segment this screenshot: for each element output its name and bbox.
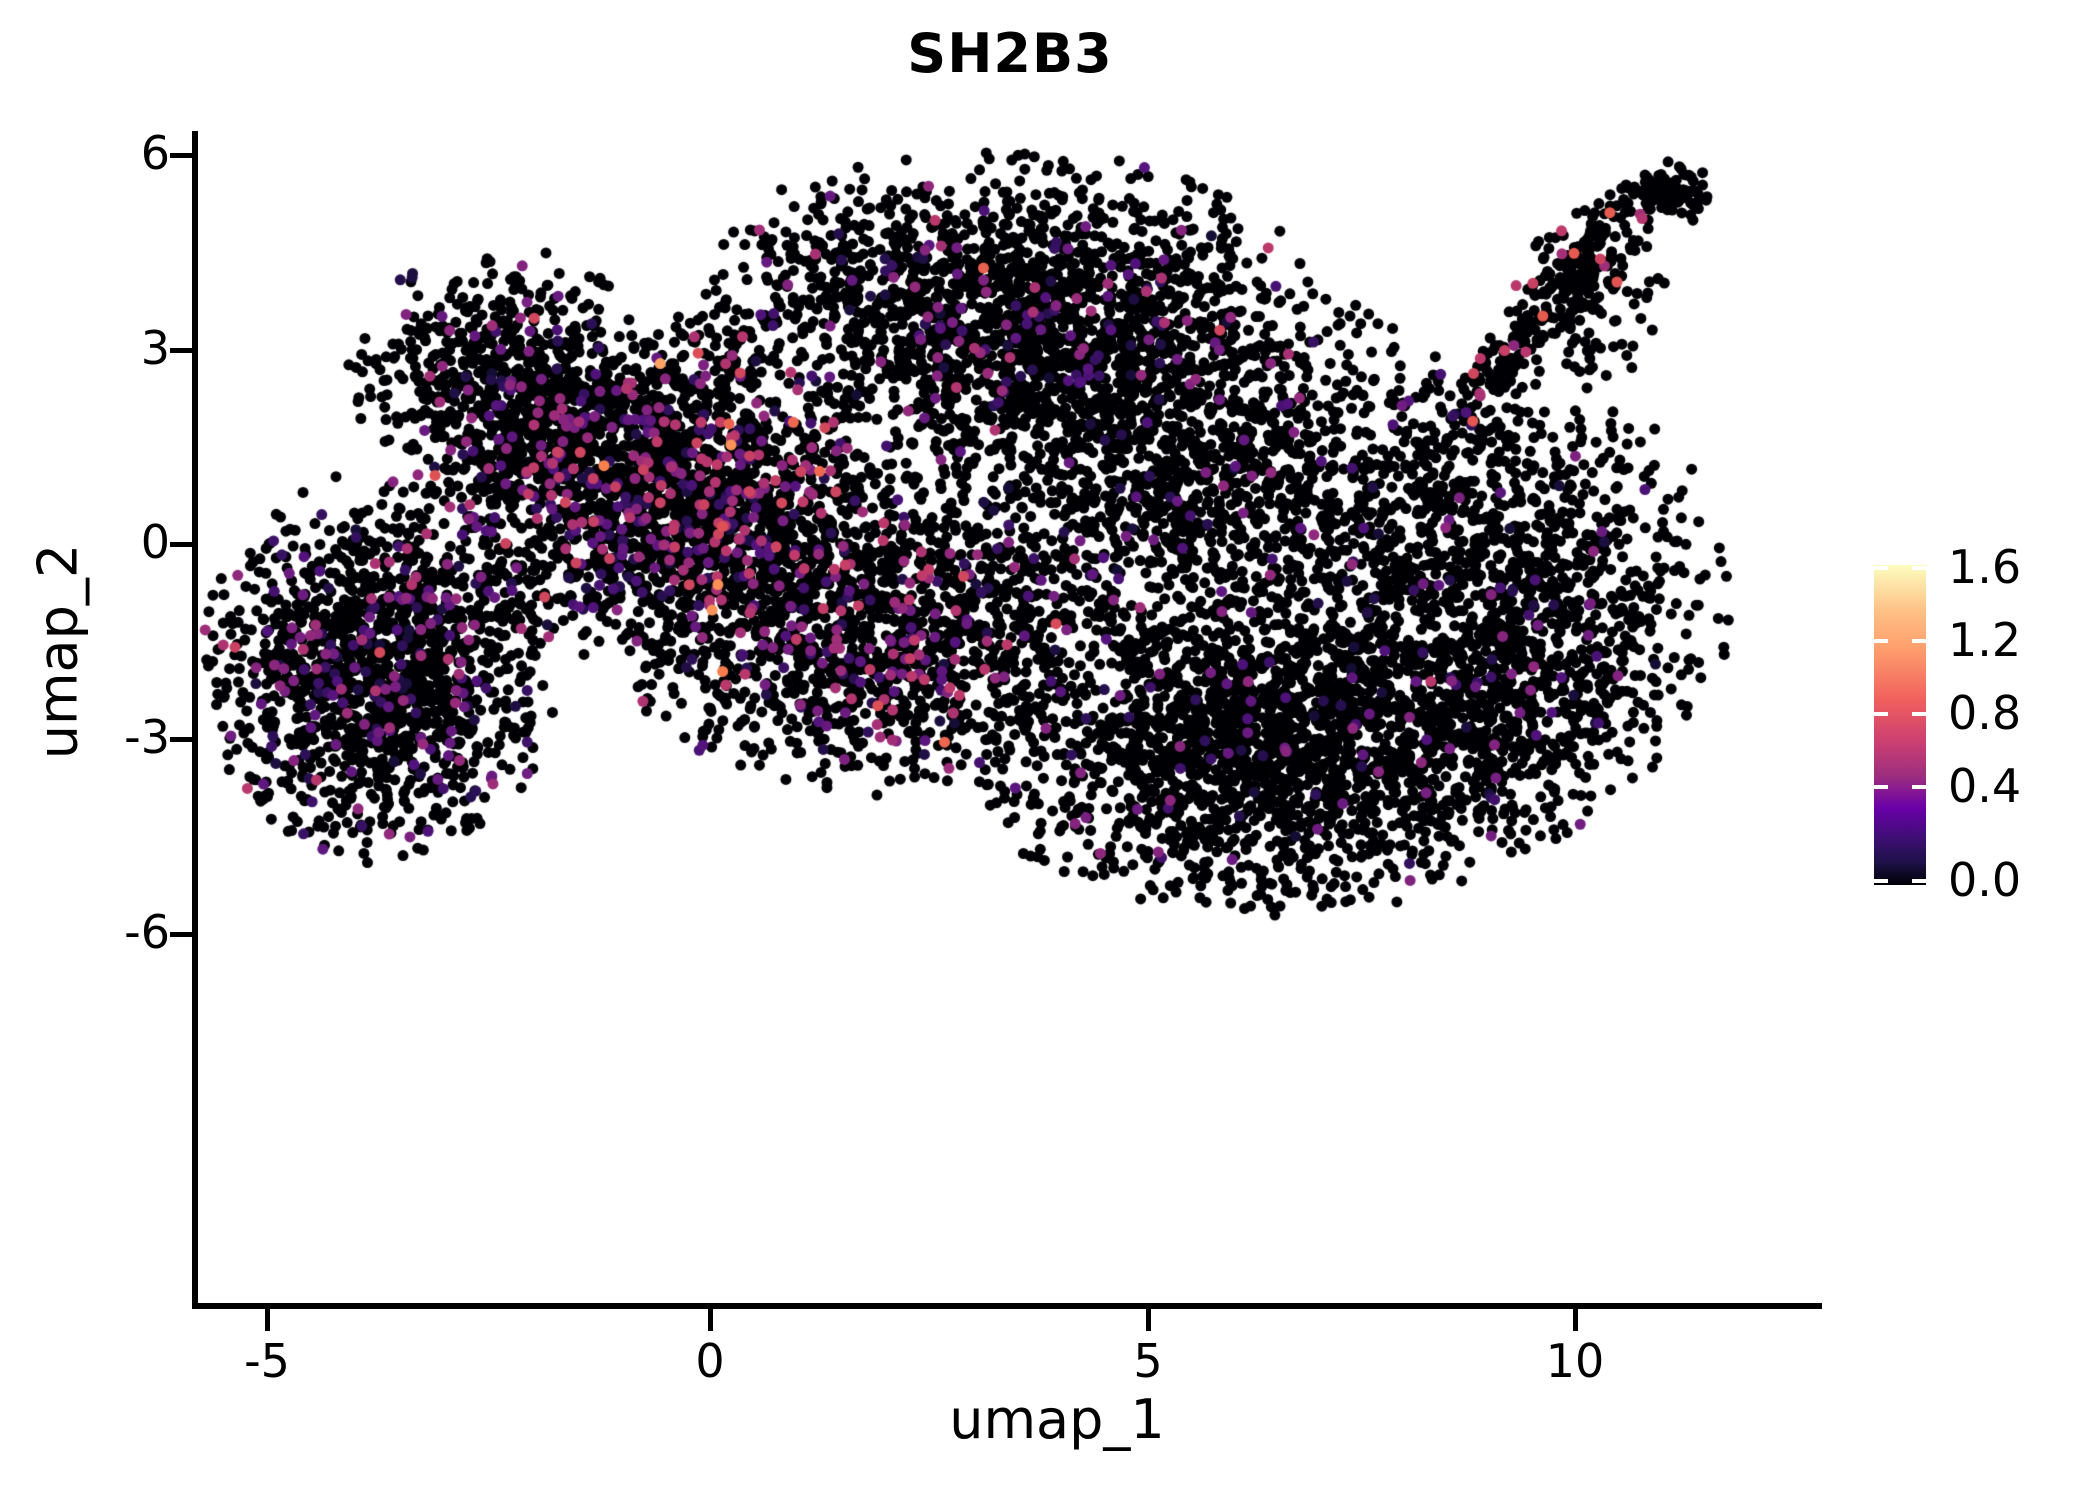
colorbar-tick (1912, 712, 1926, 716)
scatter-plot-area (198, 133, 1822, 1303)
y-tick-mark (170, 542, 192, 547)
x-axis-label: umap_1 (949, 1388, 1165, 1451)
colorbar-tick-label: 0.0 (1948, 853, 2022, 907)
y-axis-label: umap_2 (26, 543, 90, 760)
colorbar-tick (1874, 785, 1888, 789)
x-tick-label: -5 (244, 1334, 290, 1388)
colorbar-tick (1874, 712, 1888, 716)
x-tick-label: 10 (1545, 1334, 1605, 1388)
y-tick-label: -3 (124, 710, 170, 764)
y-tick-label: -6 (124, 905, 170, 959)
x-tick-label: 0 (695, 1334, 725, 1388)
y-tick-mark (170, 737, 192, 742)
colorbar-tick-label: 0.4 (1948, 759, 2022, 813)
colorbar-tick-label: 1.6 (1948, 540, 2022, 594)
y-tick-label: 3 (140, 321, 170, 375)
chart-title: SH2B3 (907, 22, 1113, 85)
y-tick-labels: 6 3 0 -3 -6 (30, 0, 170, 1500)
colorbar-tick (1912, 879, 1926, 883)
x-tick-mark (1573, 1309, 1578, 1331)
y-tick-mark (170, 932, 192, 937)
colorbar-tick-label: 0.8 (1948, 686, 2022, 740)
y-tick-label: 0 (140, 515, 170, 569)
colorbar-tick-label: 1.2 (1948, 613, 2022, 667)
colorbar-tick (1874, 879, 1888, 883)
x-tick-mark (708, 1309, 713, 1331)
y-axis-spine (192, 131, 198, 1309)
colorbar-tick (1912, 566, 1926, 570)
colorbar-tick (1874, 639, 1888, 643)
colorbar-tick (1912, 639, 1926, 643)
x-tick-label: 5 (1133, 1334, 1163, 1388)
colorbar-gradient (1874, 565, 1926, 885)
y-tick-mark (170, 348, 192, 353)
scatter-points-canvas (198, 133, 1822, 1303)
x-axis-spine (192, 1303, 1822, 1309)
x-tick-mark (265, 1309, 270, 1331)
x-tick-mark (1146, 1309, 1151, 1331)
y-tick-label: 6 (140, 126, 170, 180)
colorbar-tick (1874, 566, 1888, 570)
y-tick-mark (170, 153, 192, 158)
colorbar-tick (1912, 785, 1926, 789)
